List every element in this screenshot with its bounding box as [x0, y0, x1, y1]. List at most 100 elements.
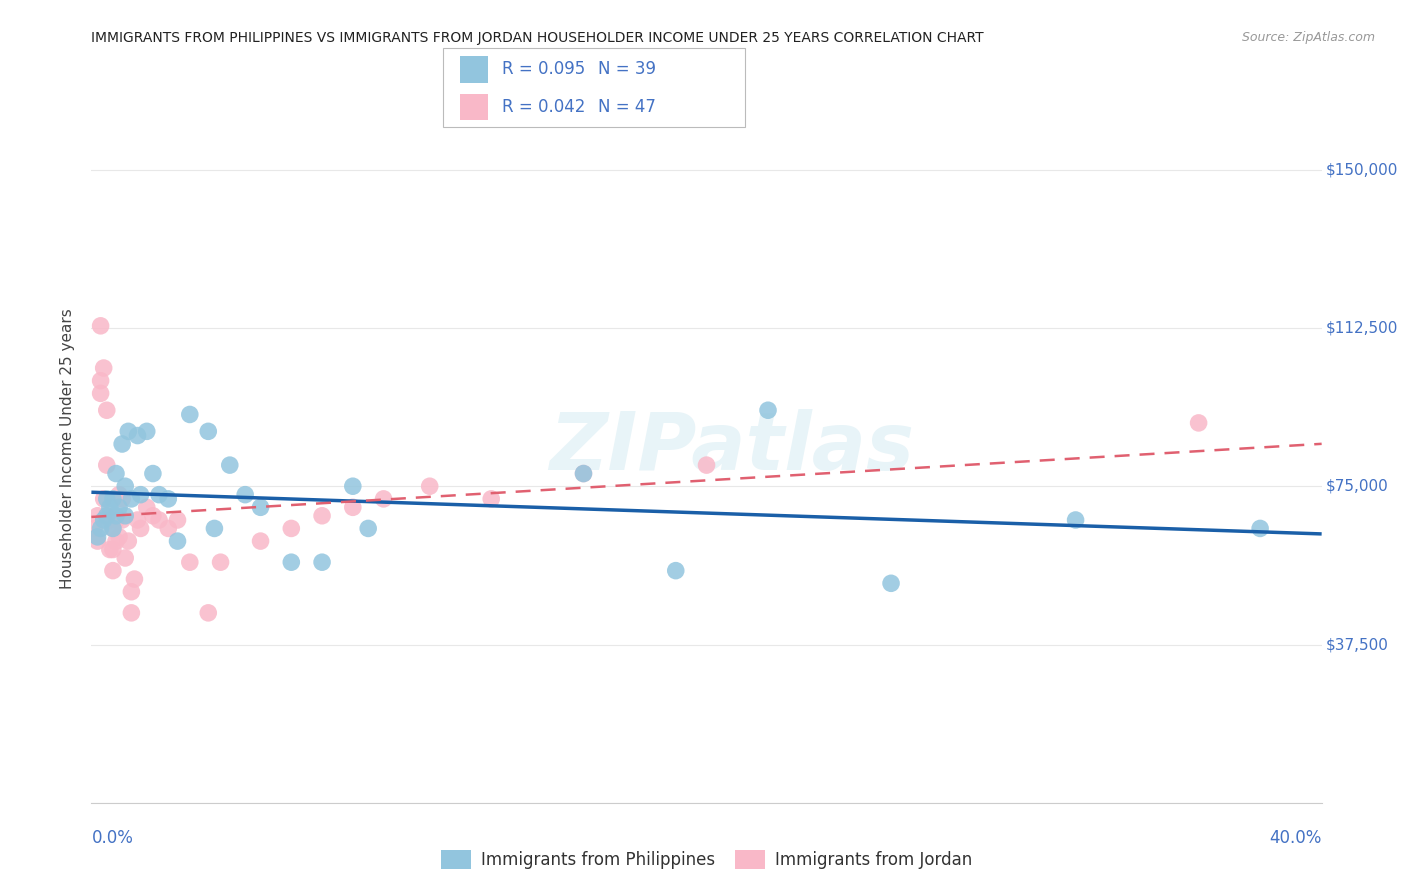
Point: [880, 576, 903, 591]
Text: N = 47: N = 47: [598, 98, 655, 116]
Point: [1187, 416, 1209, 430]
Point: [90, 374, 112, 388]
Point: [98, 513, 121, 527]
Text: $112,500: $112,500: [1326, 320, 1398, 335]
Point: [120, 606, 142, 620]
Text: $37,500: $37,500: [1326, 637, 1389, 652]
Point: [129, 521, 152, 535]
Point: [124, 572, 146, 586]
Point: [311, 508, 333, 523]
Point: [96, 491, 118, 506]
Point: [479, 491, 502, 506]
Point: [114, 508, 136, 523]
Point: [1249, 521, 1271, 535]
Point: [96, 508, 118, 523]
Point: [98, 500, 121, 515]
Point: [157, 521, 180, 535]
Point: [114, 551, 136, 566]
Point: [96, 458, 118, 472]
Text: N = 39: N = 39: [598, 61, 655, 78]
Point: [419, 479, 441, 493]
Text: ZIPatlas: ZIPatlas: [548, 409, 914, 487]
Point: [93, 513, 115, 527]
Point: [142, 467, 165, 481]
Point: [120, 584, 142, 599]
Point: [209, 555, 232, 569]
Y-axis label: Householder Income Under 25 years: Householder Income Under 25 years: [60, 308, 76, 589]
Point: [135, 425, 157, 439]
Text: 40.0%: 40.0%: [1270, 830, 1322, 847]
Point: [83, 521, 105, 535]
Point: [101, 491, 124, 506]
Point: [105, 508, 127, 523]
Point: [90, 318, 112, 333]
Text: $75,000: $75,000: [1326, 479, 1389, 493]
Point: [202, 521, 225, 535]
Point: [1064, 513, 1087, 527]
Legend: Immigrants from Philippines, Immigrants from Jordan: Immigrants from Philippines, Immigrants …: [434, 844, 979, 876]
Text: R = 0.042: R = 0.042: [502, 98, 585, 116]
Point: [129, 488, 152, 502]
Point: [101, 521, 124, 535]
Point: [86, 508, 108, 523]
Point: [108, 488, 131, 502]
Point: [157, 491, 180, 506]
Point: [86, 530, 108, 544]
Point: [311, 555, 333, 569]
Point: [197, 425, 219, 439]
Point: [111, 437, 134, 451]
Point: [93, 361, 115, 376]
Point: [373, 491, 395, 506]
Point: [142, 508, 165, 523]
Point: [665, 564, 688, 578]
Point: [148, 513, 170, 527]
Point: [357, 521, 380, 535]
Text: 0.0%: 0.0%: [91, 830, 134, 847]
Text: IMMIGRANTS FROM PHILIPPINES VS IMMIGRANTS FROM JORDAN HOUSEHOLDER INCOME UNDER 2: IMMIGRANTS FROM PHILIPPINES VS IMMIGRANT…: [91, 31, 984, 45]
Point: [342, 500, 364, 515]
Point: [101, 564, 124, 578]
Point: [166, 513, 188, 527]
Point: [233, 488, 256, 502]
Point: [111, 491, 134, 506]
Point: [179, 408, 201, 422]
Text: R = 0.095: R = 0.095: [502, 61, 585, 78]
Point: [148, 488, 170, 502]
Point: [756, 403, 779, 417]
Point: [101, 542, 124, 557]
Point: [280, 521, 302, 535]
Point: [114, 479, 136, 493]
Point: [280, 555, 302, 569]
Point: [90, 386, 112, 401]
Point: [105, 467, 127, 481]
Point: [249, 534, 271, 549]
Point: [342, 479, 364, 493]
Point: [105, 534, 127, 549]
Text: Source: ZipAtlas.com: Source: ZipAtlas.com: [1241, 31, 1375, 45]
Point: [108, 500, 131, 515]
Point: [120, 491, 142, 506]
Point: [98, 542, 121, 557]
Point: [93, 491, 115, 506]
Point: [166, 534, 188, 549]
Point: [135, 500, 157, 515]
Point: [117, 425, 139, 439]
Point: [101, 521, 124, 535]
Point: [249, 500, 271, 515]
Point: [218, 458, 240, 472]
Point: [111, 513, 134, 527]
Text: $150,000: $150,000: [1326, 162, 1398, 178]
Point: [105, 513, 127, 527]
Point: [96, 403, 118, 417]
Point: [572, 467, 595, 481]
Point: [86, 534, 108, 549]
Point: [90, 521, 112, 535]
Point: [127, 513, 149, 527]
Point: [572, 467, 595, 481]
Point: [96, 508, 118, 523]
Point: [197, 606, 219, 620]
Point: [179, 555, 201, 569]
Point: [127, 428, 149, 442]
Point: [117, 534, 139, 549]
Point: [108, 530, 131, 544]
